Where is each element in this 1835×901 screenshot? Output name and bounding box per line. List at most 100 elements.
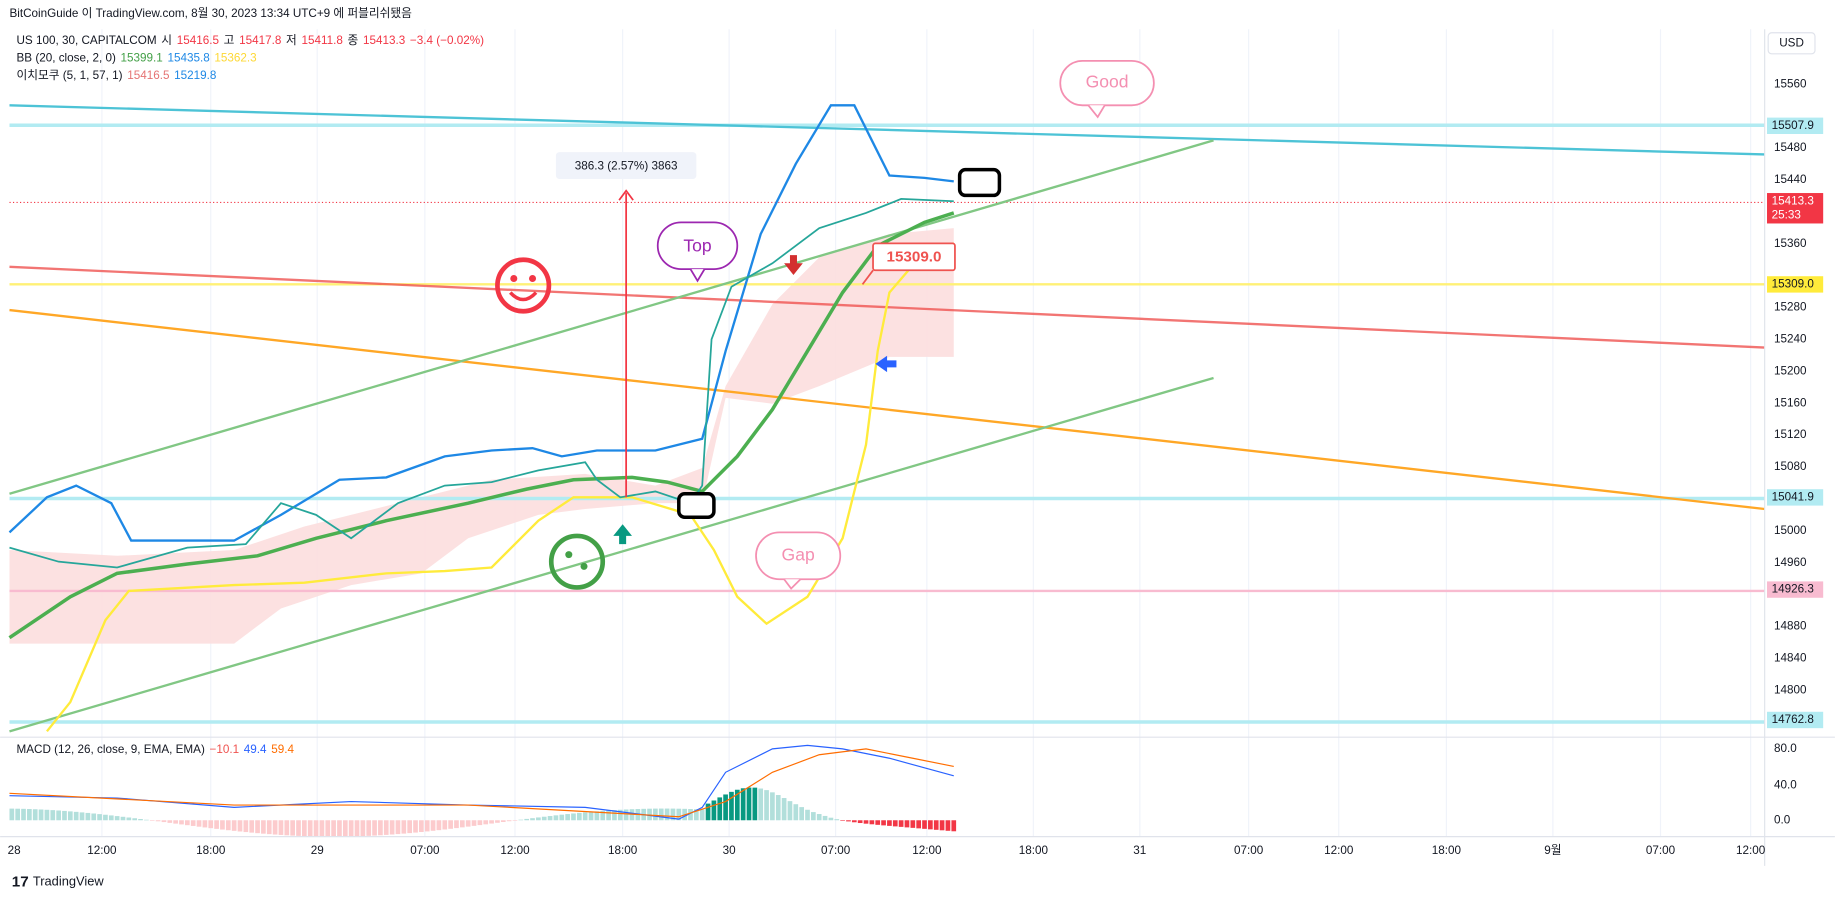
legend: US 100, 30, CAPITALCOM 시 15416.5 고 15417.8 저 1…: [17, 34, 485, 756]
histogram-bar: [413, 820, 418, 833]
histogram-bar: [483, 820, 489, 825]
histogram-bar: [799, 807, 804, 821]
histogram-bar: [85, 812, 91, 821]
currency-button[interactable]: [1767, 32, 1816, 55]
histogram-bar: [278, 820, 284, 835]
legend-item: 15435.8: [168, 52, 210, 65]
histogram-bar: [752, 787, 758, 821]
histogram-bar: [419, 820, 424, 833]
histogram-bar: [910, 820, 916, 828]
histogram-bar: [658, 808, 664, 821]
histogram-bar: [881, 820, 886, 826]
price-label: 15360: [1774, 237, 1807, 250]
bollinger-bands: [8, 104, 955, 733]
histogram-bar: [892, 820, 898, 827]
histogram-bar: [302, 820, 307, 837]
histogram-bar: [454, 820, 459, 829]
price-tag: [1767, 711, 1824, 729]
time-label: 28: [8, 844, 21, 857]
histogram-bar: [576, 812, 582, 821]
price-label: 15480: [1774, 141, 1807, 154]
histogram-bar: [694, 809, 699, 821]
histogram-bar: [775, 795, 781, 821]
histogram-bar: [524, 818, 530, 821]
price-label: 14800: [1774, 683, 1807, 696]
bubble-top: [656, 221, 739, 283]
smiley-red: [495, 257, 552, 314]
hand-icon: [957, 167, 1002, 198]
histogram-bar: [161, 820, 167, 823]
bubble-gap: [755, 531, 842, 590]
time-label: 07:00: [410, 844, 440, 857]
histogram-bar: [740, 788, 746, 821]
histogram-bar: [290, 820, 295, 836]
macd-axis-label: 0.0: [1774, 813, 1791, 826]
level-box: [872, 242, 956, 272]
histogram-bar: [331, 820, 336, 837]
histogram-bar: [512, 820, 518, 821]
histogram-bar: [196, 820, 202, 827]
histogram-bar: [582, 812, 588, 821]
price-label: 15000: [1774, 524, 1807, 537]
histogram-bar: [378, 820, 383, 836]
signal-line: [9, 748, 954, 818]
histogram-bar: [436, 820, 442, 831]
histogram-bar: [56, 810, 61, 821]
histogram-bar: [266, 820, 272, 835]
legend-item: 이치모쿠 (5, 1, 57, 1): [17, 69, 123, 82]
histogram-bar: [857, 820, 863, 824]
histogram-bar: [237, 820, 243, 832]
grid: [101, 29, 1752, 837]
histogram-bar: [688, 808, 693, 821]
histogram-bar: [559, 814, 565, 821]
time-label: 07:00: [1234, 844, 1264, 857]
histogram-bar: [594, 811, 600, 821]
price-tag: [1767, 117, 1824, 134]
histogram-bar: [600, 810, 606, 821]
histogram-bar: [565, 814, 570, 821]
price-line: [9, 198, 954, 569]
histogram-bar: [840, 820, 845, 821]
histogram-bar: [132, 818, 138, 821]
bubble-text: Top: [683, 236, 712, 256]
histogram-bar: [588, 811, 594, 821]
histogram-bar: [863, 820, 869, 824]
arrow-down: [784, 255, 803, 275]
histogram-bar: [477, 820, 483, 826]
histogram-bar: [155, 820, 161, 822]
currency[interactable]: USD: [1779, 36, 1804, 49]
legend-item: US 100, 30, CAPITALCOM: [17, 34, 157, 47]
measure-box: [555, 152, 697, 180]
histogram-bar: [319, 820, 325, 837]
histogram-bar: [284, 820, 290, 836]
histogram-bar: [167, 820, 173, 823]
histogram-bar: [928, 820, 933, 830]
histogram-bar: [430, 820, 436, 831]
histogram-bar: [395, 820, 401, 835]
histogram-bar: [21, 808, 26, 821]
histogram-bar: [27, 809, 32, 821]
histogram-bar: [904, 820, 910, 828]
histogram-bar: [536, 817, 541, 821]
legend-item: 고: [224, 34, 235, 47]
price-label: 15160: [1774, 396, 1807, 409]
histogram-bar: [770, 792, 775, 821]
price-tag-label: 14926.3: [1772, 583, 1814, 596]
histogram-bar: [272, 820, 278, 835]
histogram-bar: [231, 820, 237, 831]
histogram-bar: [73, 811, 79, 821]
price-tag-label: 15309.0: [1772, 278, 1815, 291]
histogram-bar: [313, 820, 319, 837]
histogram-bar: [108, 815, 114, 821]
histogram-bar: [249, 820, 255, 833]
legend-item: 49.4: [244, 743, 267, 756]
histogram-bar: [354, 820, 360, 837]
legend-item: 15219.8: [174, 69, 216, 82]
histogram-bar: [711, 800, 717, 821]
time-label: 9월: [1544, 844, 1561, 857]
histogram-bar: [44, 809, 50, 821]
histogram-bar: [424, 820, 430, 832]
histogram-bar: [32, 809, 38, 821]
histogram-bar: [939, 820, 945, 831]
histogram-bar: [951, 820, 957, 832]
